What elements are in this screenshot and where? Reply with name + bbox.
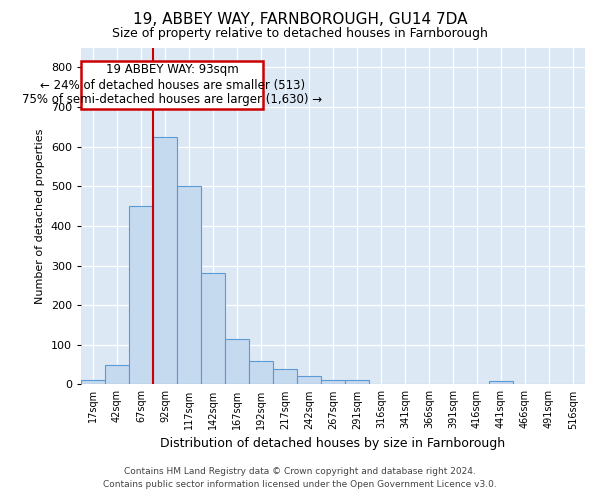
Bar (297, 376, 321, 384)
Text: 75% of semi-detached houses are larger (1,630) →: 75% of semi-detached houses are larger (… (22, 93, 322, 106)
Y-axis label: Number of detached properties: Number of detached properties (35, 128, 45, 304)
Text: ← 24% of detached houses are smaller (513): ← 24% of detached houses are smaller (51… (40, 78, 305, 92)
X-axis label: Distribution of detached houses by size in Farnborough: Distribution of detached houses by size … (160, 437, 506, 450)
FancyBboxPatch shape (81, 62, 263, 109)
Bar (105, 364, 129, 384)
Bar (177, 186, 201, 384)
Bar (153, 136, 177, 384)
Bar (129, 206, 153, 384)
Text: 19, ABBEY WAY, FARNBOROUGH, GU14 7DA: 19, ABBEY WAY, FARNBOROUGH, GU14 7DA (133, 12, 467, 28)
Text: Contains HM Land Registry data © Crown copyright and database right 2024.
Contai: Contains HM Land Registry data © Crown c… (103, 468, 497, 489)
Bar (321, 380, 345, 384)
Bar (225, 339, 249, 384)
Bar (273, 368, 297, 384)
Bar (345, 380, 369, 384)
Text: 19 ABBEY WAY: 93sqm: 19 ABBEY WAY: 93sqm (106, 64, 239, 76)
Bar (249, 360, 273, 384)
Bar (489, 382, 513, 384)
Bar (201, 274, 225, 384)
Bar (81, 380, 105, 384)
Text: Size of property relative to detached houses in Farnborough: Size of property relative to detached ho… (112, 28, 488, 40)
